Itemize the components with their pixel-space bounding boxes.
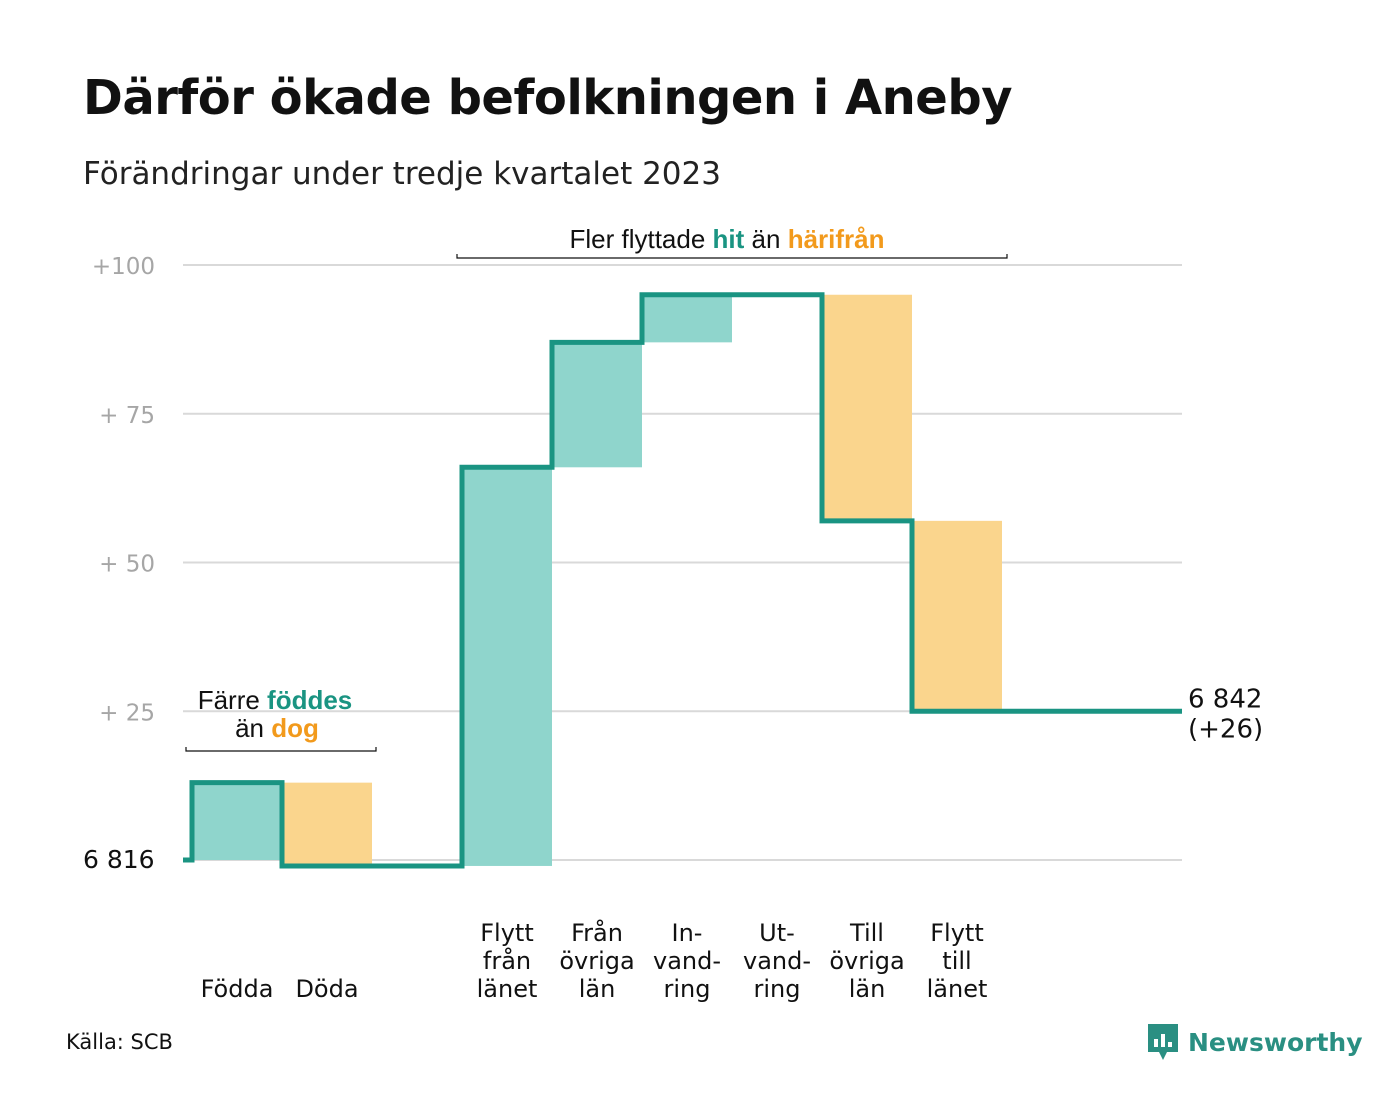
category-label: länet <box>477 975 538 1003</box>
waterfall-bar <box>462 467 552 866</box>
brand-logo: Newsworthy <box>1148 1024 1363 1060</box>
category-label: Födda <box>201 975 274 1003</box>
category-label: vand- <box>653 947 721 975</box>
waterfall-bar <box>912 520 1002 712</box>
end-value-label: 6 842 <box>1188 684 1262 714</box>
category-label: Flytt <box>930 919 984 947</box>
category-label: Från <box>571 918 623 947</box>
category-label: övriga <box>559 947 634 975</box>
category-label: län <box>579 975 616 1003</box>
waterfall-bar <box>822 294 912 521</box>
category-label: Ut- <box>759 919 795 947</box>
category-label: län <box>849 975 886 1003</box>
annotation-births-line2: än dog <box>235 713 319 743</box>
chart-subtitle: Förändringar under tredje kvartalet 2023 <box>83 156 721 192</box>
annotation-births-bracket <box>185 747 377 752</box>
category-label: ring <box>754 975 801 1003</box>
category-label: Döda <box>295 975 358 1003</box>
y-tick-label: + 25 <box>99 700 155 726</box>
category-label: In- <box>672 919 703 947</box>
start-value-label: 6 816 <box>83 845 155 874</box>
source-note: Källa: SCB <box>66 1030 173 1054</box>
category-label: vand- <box>743 947 811 975</box>
running-total-line <box>183 292 1182 869</box>
waterfall-bar <box>192 782 282 860</box>
chart-title: Därför ökade befolkningen i Aneby <box>83 70 1013 126</box>
y-tick-label: +100 <box>92 254 155 280</box>
annotation-births-line1: Färre föddes <box>198 685 353 715</box>
category-label: från <box>483 946 531 975</box>
newsworthy-icon <box>1148 1024 1178 1060</box>
annotation-moves-bracket <box>456 254 1008 259</box>
category-label: Till <box>849 919 884 947</box>
category-label: ring <box>664 975 711 1003</box>
waterfall-bar <box>282 782 372 866</box>
category-label: länet <box>927 975 988 1003</box>
end-change-label: (+26) <box>1188 714 1263 744</box>
y-tick-label: + 50 <box>99 552 155 578</box>
category-label: till <box>942 947 971 975</box>
category-label: Flytt <box>480 919 534 947</box>
annotation-moves-line1: Fler flyttade hit än härifrån <box>569 224 884 254</box>
brand-name: Newsworthy <box>1188 1027 1363 1057</box>
y-tick-label: + 75 <box>99 403 155 429</box>
category-label: övriga <box>829 947 904 975</box>
waterfall-bar <box>552 342 642 468</box>
waterfall-bar <box>642 294 732 343</box>
